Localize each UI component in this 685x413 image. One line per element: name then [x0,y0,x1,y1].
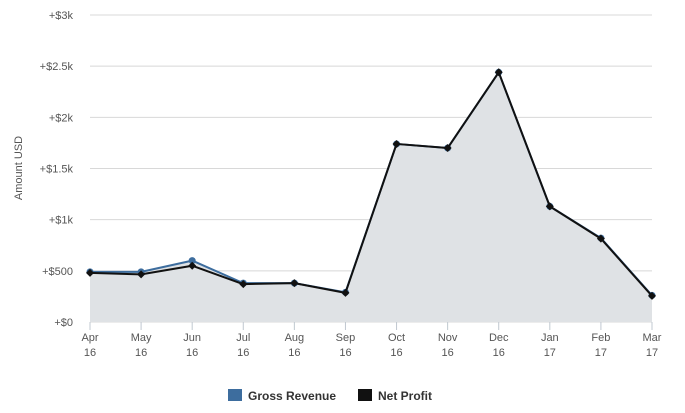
x-axis: Apr 16 May 16 Jun 16 Jul 16 Aug 16 Sep 16 Oct 16 Nov 16… [81,322,662,359]
gross-revenue-point[interactable] [188,257,196,265]
net-profit-point[interactable] [86,268,94,277]
legend-label: Gross Revenue [248,389,336,403]
net-profit-point[interactable] [137,270,146,279]
x-tick-label: Jan 17 [541,332,559,359]
y-axis: +$0 +$500 +$1k +$1.5k +$2k +$2.5k +$3k [40,10,74,329]
net-profit-point[interactable] [290,279,299,288]
legend-swatch [358,389,372,401]
net-profit-line [89,71,653,297]
legend-label: Net Profit [378,389,432,403]
x-tick-label: Oct 16 [388,332,405,359]
x-tick-label: Nov 16 [438,332,458,359]
net-profit-point[interactable] [188,261,197,270]
x-tick-label: Jun 16 [183,332,201,359]
legend-item-net-profit[interactable]: Net Profit [358,389,432,403]
x-tick-label: Sep 16 [336,332,356,359]
net-profit-point[interactable] [596,234,605,243]
x-tick-label: Apr 16 [81,332,98,359]
y-tick-label: +$0 [54,317,73,329]
legend-item-gross-revenue[interactable]: Gross Revenue [228,389,336,403]
legend: Gross Revenue Net Profit [228,389,432,403]
legend-swatch [228,389,242,401]
net-profit-point[interactable] [648,291,656,300]
x-tick-label: Jul 16 [236,332,250,359]
y-tick-label: +$2k [49,112,74,124]
y-tick-label: +$500 [42,266,73,278]
x-tick-label: Mar 17 [643,332,662,359]
x-tick-label: Aug 16 [285,332,305,359]
area-fill [90,72,652,322]
y-tick-label: +$2.5k [40,61,74,73]
y-tick-label: +$1.5k [40,164,74,176]
net-profit-point[interactable] [341,288,350,297]
net-profit-point[interactable] [239,280,248,289]
series-layer [86,68,656,300]
area-fill-layer [90,72,652,322]
net-profit-point[interactable] [392,139,401,148]
x-tick-label: Dec 16 [489,332,509,359]
net-profit-point[interactable] [545,202,554,211]
y-tick-label: +$3k [49,10,74,22]
x-tick-label: May 16 [131,332,152,359]
x-tick-label: Feb 17 [591,332,610,359]
y-tick-label: +$1k [49,215,74,227]
y-axis-label: Amount USD [13,136,25,200]
net-profit-point[interactable] [494,68,503,77]
net-profit-point[interactable] [443,144,452,153]
